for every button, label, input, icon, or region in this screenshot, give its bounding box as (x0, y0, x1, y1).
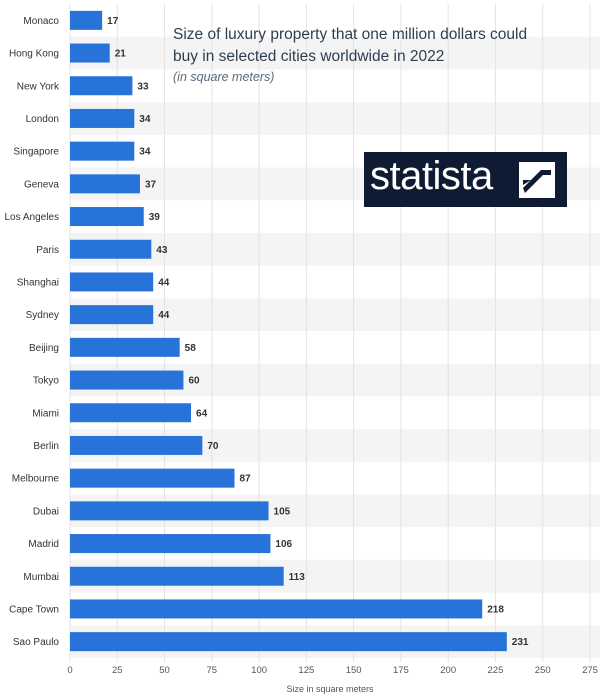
bar (70, 272, 154, 292)
bar (70, 239, 152, 259)
bar (70, 305, 154, 325)
category-label: Beijing (29, 343, 59, 354)
value-label: 21 (115, 49, 127, 60)
value-label: 37 (145, 179, 157, 190)
value-label: 64 (196, 408, 208, 419)
x-tick-label: 75 (207, 665, 218, 676)
bar (70, 435, 203, 455)
value-label: 218 (487, 604, 504, 615)
value-label: 58 (185, 343, 197, 354)
category-label: Sao Paulo (13, 637, 60, 648)
category-label: Singapore (13, 147, 59, 158)
x-tick-label: 100 (251, 665, 267, 676)
value-label: 106 (275, 539, 292, 550)
x-tick-label: 0 (67, 665, 72, 676)
category-label: Sydney (26, 310, 59, 321)
bar (70, 534, 271, 554)
bar (70, 632, 507, 652)
chart-title-line1: Size of luxury property that one million… (173, 26, 528, 43)
value-label: 43 (156, 245, 168, 256)
row-band (70, 36, 600, 70)
chart-subtitle: (in square meters) (173, 70, 275, 84)
row-band (70, 102, 600, 135)
bar (70, 174, 140, 194)
value-label: 70 (207, 441, 219, 452)
category-label: Madrid (28, 539, 59, 550)
x-tick-label: 200 (440, 665, 456, 676)
bar (70, 43, 110, 63)
bar (70, 337, 180, 357)
value-label: 60 (188, 376, 200, 387)
category-label: Los Angeles (5, 212, 60, 223)
bar (70, 403, 192, 423)
chart-title-block: Size of luxury property that one million… (173, 24, 583, 84)
category-label: New York (17, 81, 60, 92)
value-label: 105 (274, 506, 291, 517)
category-label: Miami (32, 408, 59, 419)
category-label: London (26, 114, 59, 125)
bar (70, 141, 135, 161)
value-label: 87 (240, 474, 252, 485)
row-band (70, 298, 600, 331)
x-tick-label: 125 (298, 665, 314, 676)
x-tick-label: 150 (346, 665, 362, 676)
value-label: 231 (512, 637, 529, 648)
bar (70, 501, 269, 521)
bar (70, 207, 144, 227)
x-tick-label: 175 (393, 665, 409, 676)
bar (70, 108, 135, 128)
bar (70, 76, 133, 96)
category-label: Hong Kong (9, 49, 59, 60)
category-label: Mumbai (23, 572, 59, 583)
value-label: 33 (137, 81, 149, 92)
category-labels: Monaco Hong Kong New York London Singapore Ge… (5, 16, 60, 648)
bar (70, 566, 284, 586)
category-label: Shanghai (17, 277, 59, 288)
value-label: 34 (139, 147, 151, 158)
row-band (70, 232, 600, 266)
bar (70, 370, 184, 390)
value-label: 44 (158, 277, 170, 288)
category-label: Paris (36, 245, 59, 256)
category-label: Geneva (24, 179, 59, 190)
value-labels: 17 21 33 34 34 37 39 43 44 44 58 60 64 70 87 105 106 113 2… (107, 16, 529, 648)
x-axis-ticks: 0 25 50 75 100 125 150 175 200 225 250 275 (67, 665, 598, 676)
x-tick-label: 50 (159, 665, 170, 676)
statista-logo-icon (519, 162, 555, 198)
value-label: 17 (107, 16, 119, 27)
logo-wordmark: statista (370, 154, 493, 198)
value-label: 39 (149, 212, 161, 223)
x-tick-label: 225 (488, 665, 504, 676)
value-label: 113 (289, 572, 306, 583)
bar (70, 468, 235, 488)
x-tick-label: 250 (535, 665, 551, 676)
chart-title-line2: buy in selected cities worldwide in 2022 (173, 48, 445, 65)
value-label: 44 (158, 310, 170, 321)
category-label: Cape Town (9, 604, 59, 615)
x-tick-label: 275 (582, 665, 598, 676)
bars-group (70, 10, 507, 652)
bar (70, 10, 103, 30)
category-label: Tokyo (33, 376, 60, 387)
category-label: Monaco (23, 16, 59, 27)
category-label: Berlin (33, 441, 59, 452)
statista-logo: statista (364, 152, 567, 207)
category-label: Melbourne (12, 474, 60, 485)
bar (70, 599, 483, 619)
x-axis-title: Size in square meters (286, 684, 374, 694)
category-label: Dubai (33, 506, 59, 517)
value-label: 34 (139, 114, 151, 125)
x-tick-label: 25 (112, 665, 123, 676)
